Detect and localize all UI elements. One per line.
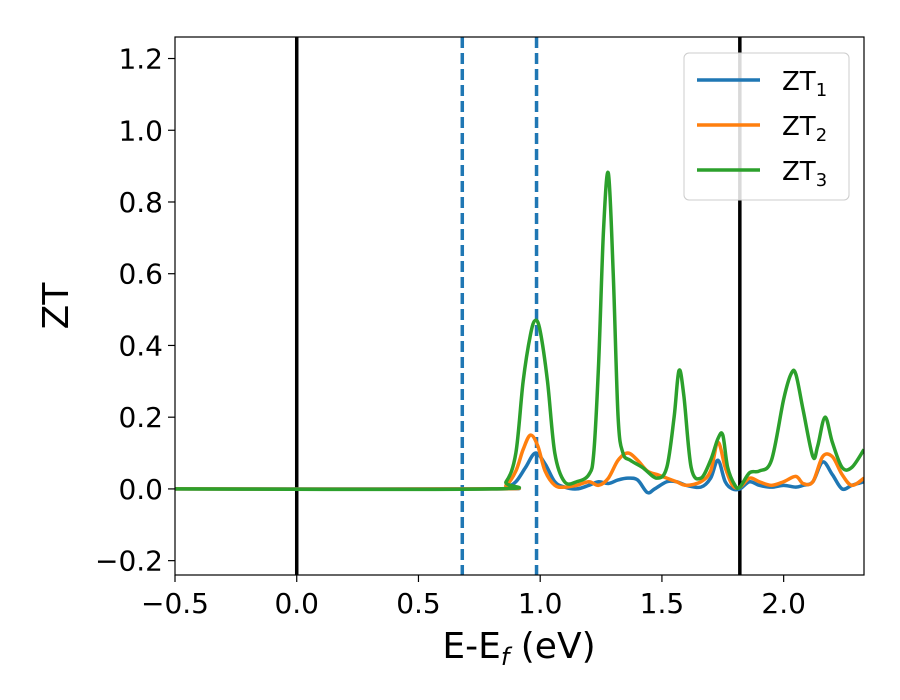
reference-lines (294, 37, 742, 575)
y-tick-label: 0.0 (118, 473, 163, 506)
series-lines (175, 170, 864, 495)
legend-label-sub: 1 (816, 80, 827, 101)
series-line-zt2 (175, 433, 864, 491)
plot-frame (174, 36, 865, 576)
legend-label-main: ZT (782, 157, 816, 187)
x-axis: −0.5 0.0 0.5 1.0 1.5 2.0 (141, 575, 806, 620)
y-tick-label: 1.0 (118, 114, 163, 147)
y-tick-label: −0.2 (95, 545, 163, 578)
y-tick-label: 0.2 (118, 401, 163, 434)
legend-label-main: ZT (782, 112, 816, 142)
x-tick-label: 0.0 (274, 587, 319, 620)
x-tick-label: 2.0 (761, 587, 806, 620)
y-axis: −0.2 0.0 0.2 0.4 0.6 0.8 1.0 1.2 (95, 43, 175, 578)
x-tick-label: 0.5 (396, 587, 441, 620)
y-tick-label: 0.6 (118, 258, 163, 291)
x-tick-label: 1.5 (640, 587, 685, 620)
x-axis-title: E-Ef (eV) (442, 626, 595, 671)
y-tick-label: 0.4 (118, 329, 163, 362)
legend-box (683, 52, 850, 201)
y-tick-label: 0.8 (118, 186, 163, 219)
legend-label-zt3: ZT3 (782, 157, 827, 191)
x-tick-label: 1.0 (518, 587, 563, 620)
x-tick-label: −0.5 (141, 587, 209, 620)
x-axis-title-main: E-E (442, 626, 500, 667)
legend-label-zt2: ZT2 (782, 112, 827, 146)
y-axis-title: ZT (36, 282, 77, 330)
legend-label-main: ZT (782, 67, 816, 97)
series-line-zt3 (175, 170, 864, 492)
y-tick-label: 1.2 (118, 43, 163, 76)
legend-label-zt1: ZT1 (782, 67, 827, 101)
legend-label-sub: 3 (816, 170, 827, 191)
legend-label-sub: 2 (816, 125, 827, 146)
x-axis-title-unit: (eV) (509, 626, 595, 667)
